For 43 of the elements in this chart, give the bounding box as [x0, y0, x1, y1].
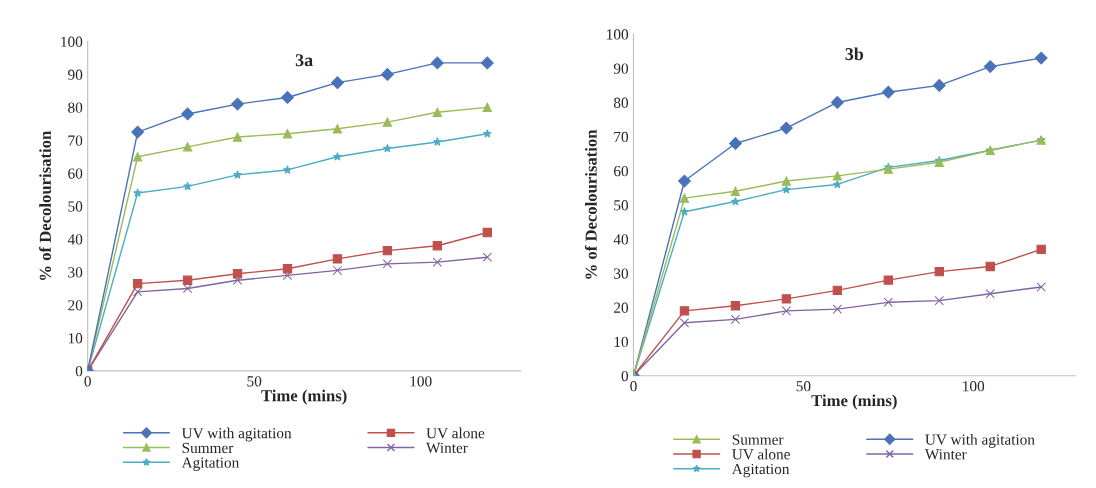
y-tick-label: 70 — [614, 131, 629, 143]
y-tick-label: 80 — [68, 102, 83, 113]
y-tick-label: 10 — [68, 333, 83, 344]
text: 3b — [845, 47, 864, 61]
y-axis-title: % of Decolourisation — [39, 130, 52, 280]
legend-label: Winter — [426, 442, 468, 454]
y-tick-label: 100 — [61, 36, 83, 47]
legend-label: Summer — [732, 434, 784, 445]
legend-label: UV with agitation — [925, 434, 1035, 448]
y-tick-label: 0 — [75, 366, 83, 377]
legend-label: Agitation — [181, 457, 240, 471]
legend-label: Summer — [182, 442, 234, 454]
y-tick-label: 50 — [614, 200, 629, 211]
y-tick-label: 70 — [68, 135, 83, 146]
x-tick-label: 0 — [84, 376, 91, 387]
x-tick-label: 50 — [247, 376, 262, 387]
y-tick-label: 20 — [68, 300, 83, 311]
x-axis-title: Time (mins) — [261, 389, 347, 405]
y-tick-label: 50 — [68, 201, 83, 212]
y-tick-label: 90 — [613, 63, 629, 74]
x-axis-title: Time (mins) — [811, 394, 897, 410]
x-tick-label: 100 — [410, 376, 432, 387]
y-tick-label: 60 — [68, 168, 83, 179]
y-tick-label: 10 — [614, 336, 629, 348]
y-tick-label: 90 — [68, 69, 83, 80]
y-tick-label: 100 — [607, 29, 629, 40]
y-axis-title: % of Decolourisation — [584, 129, 597, 279]
legend-label: Agitation — [731, 463, 790, 478]
y-tick-label: 20 — [614, 302, 629, 313]
legend-label: Winter — [924, 449, 967, 460]
legend-label: UV alone — [732, 448, 790, 460]
y-tick-label: 60 — [614, 165, 629, 177]
y-tick-label: 40 — [613, 234, 629, 245]
y-tick-label: 30 — [68, 267, 83, 278]
y-tick-label: 30 — [614, 268, 629, 279]
y-tick-label: 40 — [67, 234, 83, 245]
x-tick-label: 100 — [963, 381, 985, 392]
text: 3a — [295, 54, 313, 67]
x-tick-label: 0 — [630, 381, 637, 392]
x-tick-label: 50 — [796, 381, 811, 392]
y-tick-label: 80 — [613, 97, 629, 108]
legend-label: UV alone — [426, 427, 485, 439]
legend-label: UV with agitation — [181, 427, 292, 442]
